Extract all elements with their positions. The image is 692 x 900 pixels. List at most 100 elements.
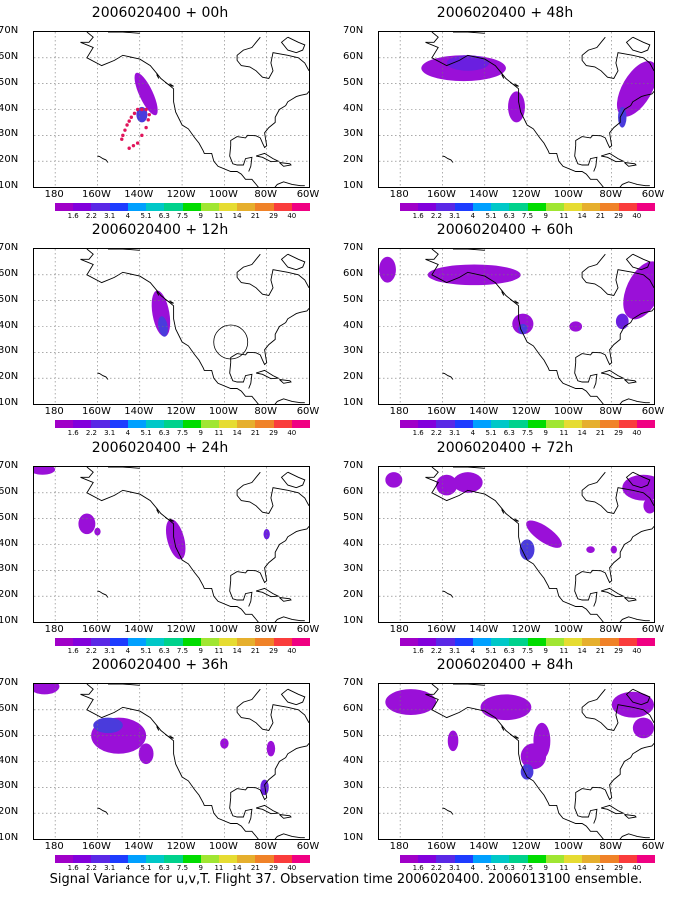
colorbar-swatch <box>91 420 110 428</box>
longitude-label: 100W <box>208 189 238 200</box>
longitude-label: 80W <box>599 841 622 852</box>
longitude-label: 60W <box>641 841 665 852</box>
colorbar-label: 14 <box>232 429 242 437</box>
colorbar-swatch <box>454 203 473 211</box>
map-panel: 2006020400 + 60h 70N 60N 50N 40N 30N 20N 10N 180… <box>343 222 665 438</box>
colorbar-label: 7.5 <box>176 429 189 437</box>
colorbar-swatch <box>146 203 165 211</box>
colorbar-swatch <box>182 638 201 646</box>
latitude-label: 10N <box>0 832 19 843</box>
colorbar-swatch <box>109 203 128 211</box>
latitude-label: 10N <box>343 397 364 408</box>
colorbar-label: 14 <box>577 212 587 220</box>
coastline <box>425 249 439 260</box>
longitude-label: 60W <box>296 624 320 635</box>
colorbar-swatch <box>146 420 165 428</box>
latitude-label: 50N <box>343 76 364 88</box>
coastline <box>425 41 650 187</box>
latitude-label: 60N <box>0 702 19 714</box>
colorbar <box>400 203 656 211</box>
colorbar-swatch <box>472 203 492 211</box>
longitude-label: 60W <box>641 406 665 417</box>
longitude-label: 80W <box>254 189 277 200</box>
coastline <box>501 725 505 731</box>
colorbar-swatch <box>164 203 183 211</box>
coastline <box>625 688 651 706</box>
coastline <box>600 804 626 815</box>
latitude-label: 50N <box>0 293 19 305</box>
colorbar-swatch <box>127 855 147 863</box>
colorbar-labels: 1.6 2.2 3.1 4 5.1 6.3 7.5 9 11 14 21 29 40 <box>400 429 655 438</box>
colorbar-label: 2.2 <box>85 212 97 220</box>
colorbar-label: 21 <box>250 647 260 655</box>
latitude-label: 40N <box>343 102 364 114</box>
latitude-label: 20N <box>0 371 19 383</box>
coastline <box>230 526 309 584</box>
coastline <box>625 36 651 54</box>
longitude-label: 120W <box>166 841 196 852</box>
colorbar-swatch <box>545 855 564 863</box>
colorbar-label: 14 <box>577 864 587 872</box>
colorbar-label: 3.1 <box>104 212 116 220</box>
coastline <box>442 155 454 163</box>
latitude-label: 20N <box>343 154 364 166</box>
colorbar-label: 3.1 <box>104 864 116 872</box>
colorbar-label: 5.1 <box>485 429 497 437</box>
coastline <box>279 379 292 384</box>
colorbar-swatch <box>582 420 601 428</box>
colorbar-label: 1.6 <box>412 864 424 872</box>
colorbar-label: 9 <box>543 212 548 220</box>
colorbar-label: 7.5 <box>176 212 189 220</box>
colorbar-swatch <box>472 855 492 863</box>
latitude-label: 70N <box>0 242 19 253</box>
latitude-label: 40N <box>0 537 19 549</box>
coastline <box>501 508 505 514</box>
colorbar-swatch <box>600 855 619 863</box>
colorbar-label: 4 <box>125 429 131 437</box>
colorbar-label: 6.3 <box>503 647 515 655</box>
coastline <box>575 91 654 149</box>
variance-region <box>34 467 56 475</box>
flight-track-point <box>129 115 134 119</box>
colorbar-swatch <box>454 638 473 646</box>
colorbar-label: 3.1 <box>449 864 461 872</box>
variance-region <box>623 261 654 320</box>
latitude-label: 60N <box>0 485 19 497</box>
variance-region <box>93 717 123 734</box>
longitude-label: 80W <box>254 406 277 417</box>
colorbar-label: 6.3 <box>158 864 170 872</box>
map-panel: 2006020400 + 48h 70N 60N 50N 40N 30N 20N 10N 180… <box>343 5 665 221</box>
colorbar-swatch <box>182 855 201 863</box>
map-area <box>378 248 655 405</box>
longitude-label: 80W <box>599 189 622 200</box>
longitude-label: 80W <box>599 406 622 417</box>
coastline <box>230 308 309 366</box>
colorbar-labels: 1.6 2.2 3.1 4 5.1 6.3 7.5 9 11 14 21 29 40 <box>400 212 655 221</box>
longitude-label: 120W <box>166 406 196 417</box>
variance-region <box>263 529 270 540</box>
map-panel: 2006020400 + 12h 70N 60N 50N 40N 30N 20N 10N 180… <box>0 222 320 437</box>
flight-track-point <box>140 107 144 112</box>
flight-track-point <box>146 118 150 122</box>
longitude-label: 180 <box>44 189 64 200</box>
longitude-label: 100W <box>553 189 583 200</box>
colorbar-swatch <box>146 855 165 863</box>
latitude-label: 60N <box>0 50 19 62</box>
coastline <box>280 253 306 271</box>
coastline <box>574 797 598 824</box>
colorbar-swatch <box>200 420 219 428</box>
variance-region <box>220 738 229 749</box>
colorbar-label: 11 <box>214 429 224 437</box>
variance-region <box>427 264 521 286</box>
colorbar-label: 4 <box>470 647 476 655</box>
flight-track-point <box>135 141 140 145</box>
coastline <box>581 688 654 732</box>
colorbar-swatch <box>218 638 238 646</box>
variance-region <box>385 472 403 488</box>
colorbar-swatch <box>91 203 110 211</box>
colorbar-swatch <box>200 855 219 863</box>
colorbar-label: 5.1 <box>485 647 497 655</box>
colorbar-swatch <box>400 855 419 863</box>
colorbar <box>55 638 311 646</box>
map-panel: 2006020400 + 24h 70N 60N 50N 40N 30N 20N 10N 180… <box>0 440 320 655</box>
